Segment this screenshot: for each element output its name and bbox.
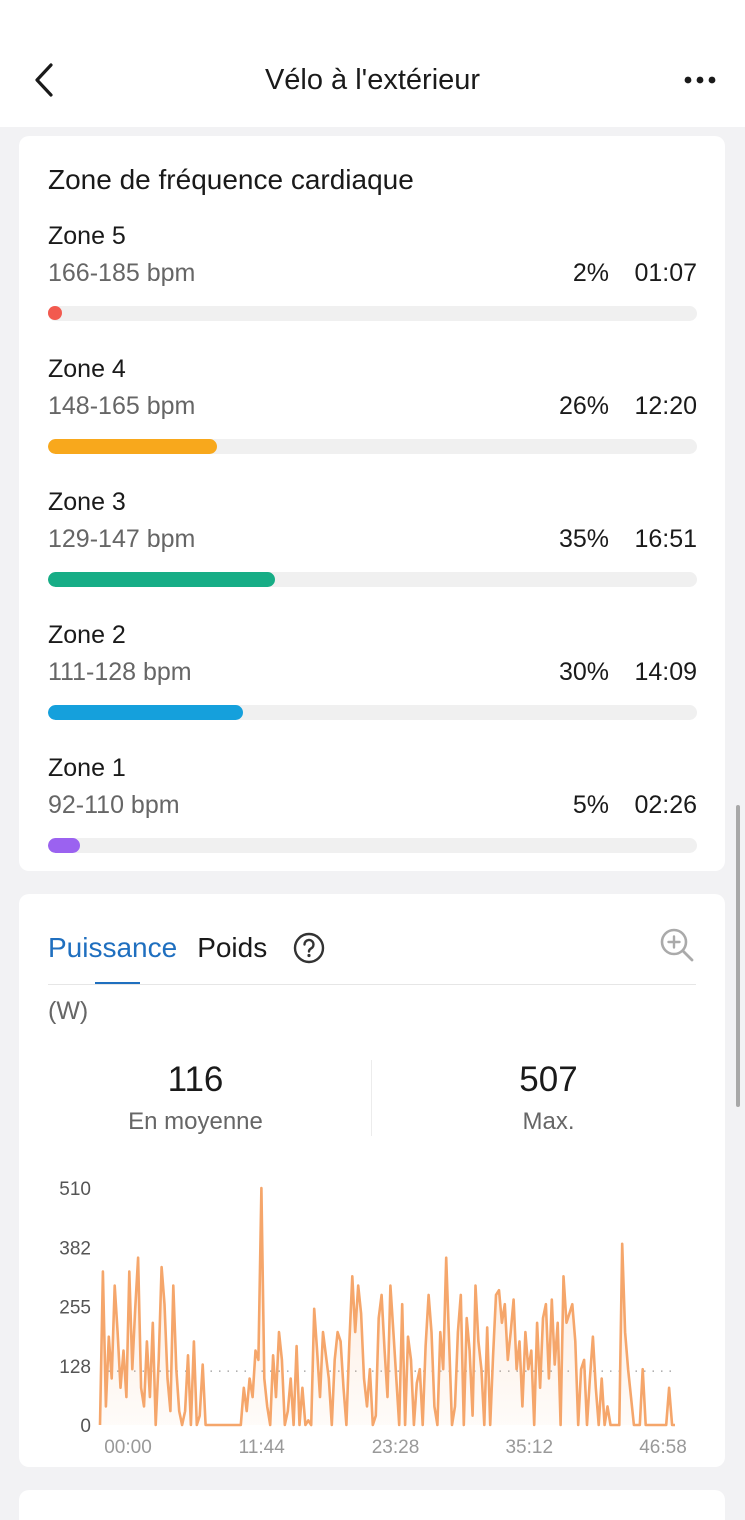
tab-poids[interactable]: Poids [197, 932, 268, 963]
zone-name: Zone 2 [48, 621, 126, 649]
header-bar: Vélo à l'extérieur [0, 0, 745, 127]
next-card [19, 1490, 725, 1520]
y-tick-label: 510 [59, 1179, 91, 1200]
x-tick-label: 35:12 [505, 1437, 553, 1458]
stat-average-value: 116 [167, 1060, 224, 1099]
tab-puissance[interactable]: Puissance [48, 932, 178, 963]
chevron-left-icon [35, 63, 53, 97]
zone-name: Zone 5 [48, 222, 126, 250]
more-options-button[interactable] [675, 58, 725, 102]
heart-rate-zone-4: Zone 4 148-165 bpm 26% 12:20 [48, 355, 697, 475]
zone-progress-fill [48, 705, 243, 720]
stat-average-label: En moyenne [128, 1108, 263, 1135]
scrollbar[interactable] [736, 805, 740, 1107]
heart-rate-zone-title: Zone de fréquence cardiaque [48, 164, 414, 195]
stat-max-label: Max. [522, 1108, 575, 1135]
power-tabs: Puissance Poids [48, 928, 325, 968]
zone-progress-fill [48, 306, 62, 320]
zone-name: Zone 4 [48, 355, 126, 383]
y-tick-label: 382 [59, 1238, 91, 1259]
y-tick-label: 255 [59, 1298, 91, 1319]
zone-progress-fill [48, 439, 217, 454]
zone-range: 166-185 bpm [48, 259, 196, 287]
active-tab-indicator [95, 982, 140, 985]
tab-divider [48, 984, 696, 985]
stat-max: 507 Max. [372, 1058, 725, 1136]
zone-percent: 30% [558, 658, 609, 686]
zone-name: Zone 1 [48, 754, 126, 782]
zone-range: 129-147 bpm [48, 525, 196, 553]
zone-progress-fill [48, 572, 276, 587]
x-tick-label: 23:28 [372, 1437, 420, 1458]
zone-time: 12:20 [634, 392, 697, 420]
heart-rate-zone-1: Zone 1 92-110 bpm 5% 02:26 [48, 754, 697, 874]
zone-progress-track [48, 306, 697, 321]
stat-max-value: 507 [519, 1060, 578, 1099]
zone-progress-fill [48, 838, 81, 853]
zone-percent: 5% [572, 791, 609, 819]
zoom-in-icon[interactable] [659, 927, 695, 963]
zone-progress-track [48, 838, 697, 853]
zone-progress-track [48, 439, 697, 454]
heart-rate-zone-card: Zone de fréquence cardiaque Zone 5 166-1… [19, 136, 725, 871]
x-tick-label: 46:58 [639, 1437, 687, 1458]
zone-progress-track [48, 705, 697, 720]
power-chart: 510 382 255 128 0 00:00 11:44 23:28 35:12 46:58 [59, 1179, 687, 1458]
zone-time: 14:09 [634, 658, 697, 686]
zone-range: 92-110 bpm [48, 791, 180, 819]
heart-rate-zone-2: Zone 2 111-128 bpm 30% 14:09 [48, 621, 697, 741]
stat-separator [371, 1060, 372, 1136]
help-circle-icon[interactable] [293, 932, 325, 964]
zone-percent: 35% [558, 525, 609, 553]
zone-name: Zone 3 [48, 488, 126, 516]
zone-percent: 2% [572, 259, 609, 287]
zone-range: 111-128 bpm [48, 658, 192, 686]
more-horizontal-icon [684, 76, 716, 84]
zone-percent: 26% [558, 392, 609, 420]
y-tick-label: 128 [59, 1357, 91, 1378]
back-button[interactable] [22, 58, 66, 102]
zone-time: 02:26 [634, 791, 697, 819]
stat-average: 116 En moyenne [19, 1058, 372, 1136]
zone-time: 01:07 [634, 259, 697, 287]
y-tick-label: 0 [80, 1416, 91, 1437]
power-card: Puissance Poids (W) 116 En moyenne 507 M… [19, 894, 725, 1467]
heart-rate-zone-3: Zone 3 129-147 bpm 35% 16:51 [48, 488, 697, 608]
power-unit-label: (W) [48, 997, 89, 1025]
zone-time: 16:51 [634, 525, 697, 553]
heart-rate-zone-5: Zone 5 166-185 bpm 2% 01:07 [48, 222, 697, 342]
x-tick-label: 00:00 [104, 1437, 152, 1458]
x-tick-label: 11:44 [239, 1437, 286, 1458]
page-title: Vélo à l'extérieur [264, 64, 481, 96]
zone-range: 148-165 bpm [48, 392, 196, 420]
zone-progress-track [48, 572, 697, 587]
power-series-line [98, 1186, 675, 1427]
